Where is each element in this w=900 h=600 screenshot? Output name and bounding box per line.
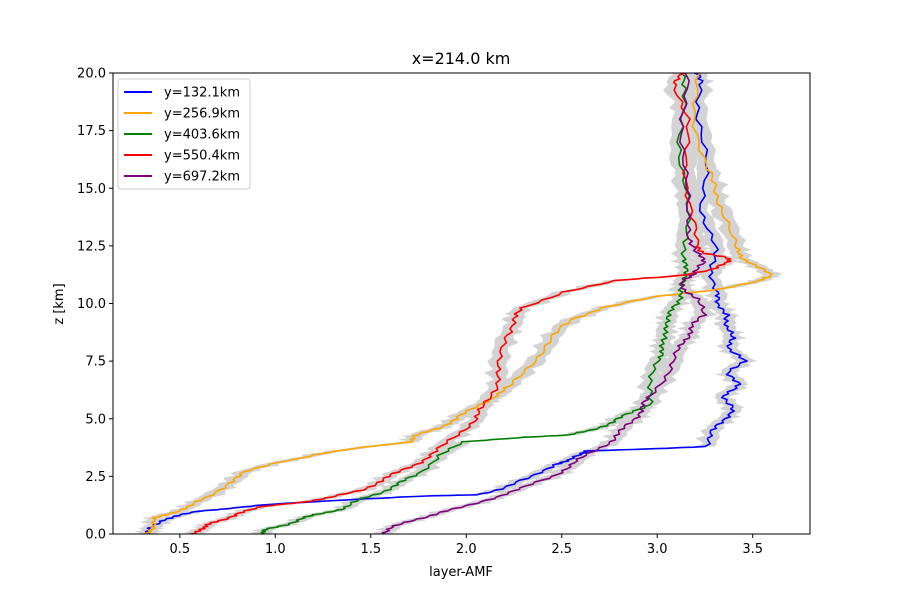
y-axis-label: z [km] [52, 283, 67, 324]
legend-label: y=132.1km [164, 86, 240, 101]
legend-label: y=256.9km [164, 107, 240, 122]
y-tick-label: 17.5 [77, 124, 106, 139]
x-tick-label: 0.5 [169, 542, 190, 557]
y-axis-ticks: 0.0 2.5 5.0 7.5 10.0 12.5 15.0 17.5 20.0 [77, 67, 113, 543]
legend: y=132.1km y=256.9km y=403.6km y=550.4km y=69… [117, 78, 251, 190]
y-tick-label: 15.0 [77, 182, 106, 197]
legend-label: y=550.4km [164, 149, 240, 164]
legend-label: y=697.2km [164, 170, 240, 185]
y-tick-label: 12.5 [77, 239, 106, 254]
series-line [260, 73, 692, 534]
x-tick-label: 2.5 [551, 542, 572, 557]
x-tick-label: 3.0 [647, 542, 668, 557]
x-tick-label: 2.0 [456, 542, 477, 557]
y-tick-label: 10.0 [77, 297, 106, 312]
x-axis-ticks: 0.5 1.0 1.5 2.0 2.5 3.0 3.5 [169, 534, 763, 557]
y-tick-label: 0.0 [85, 528, 106, 543]
legend-box [117, 78, 251, 190]
x-tick-label: 1.0 [265, 542, 286, 557]
x-axis-label: layer-AMF [429, 565, 493, 580]
chart-title: x=214.0 km [412, 49, 511, 68]
series-line [190, 73, 732, 534]
y-tick-label: 20.0 [77, 67, 106, 82]
series-line [143, 73, 773, 534]
y-tick-label: 5.0 [85, 412, 106, 427]
uncertainty-band [373, 73, 718, 534]
series-line [381, 73, 708, 534]
x-tick-label: 1.5 [360, 542, 381, 557]
x-tick-label: 3.5 [742, 542, 763, 557]
y-tick-label: 7.5 [85, 355, 106, 370]
series-lines [143, 73, 773, 534]
y-tick-label: 2.5 [85, 470, 106, 485]
legend-label: y=403.6km [164, 128, 240, 143]
